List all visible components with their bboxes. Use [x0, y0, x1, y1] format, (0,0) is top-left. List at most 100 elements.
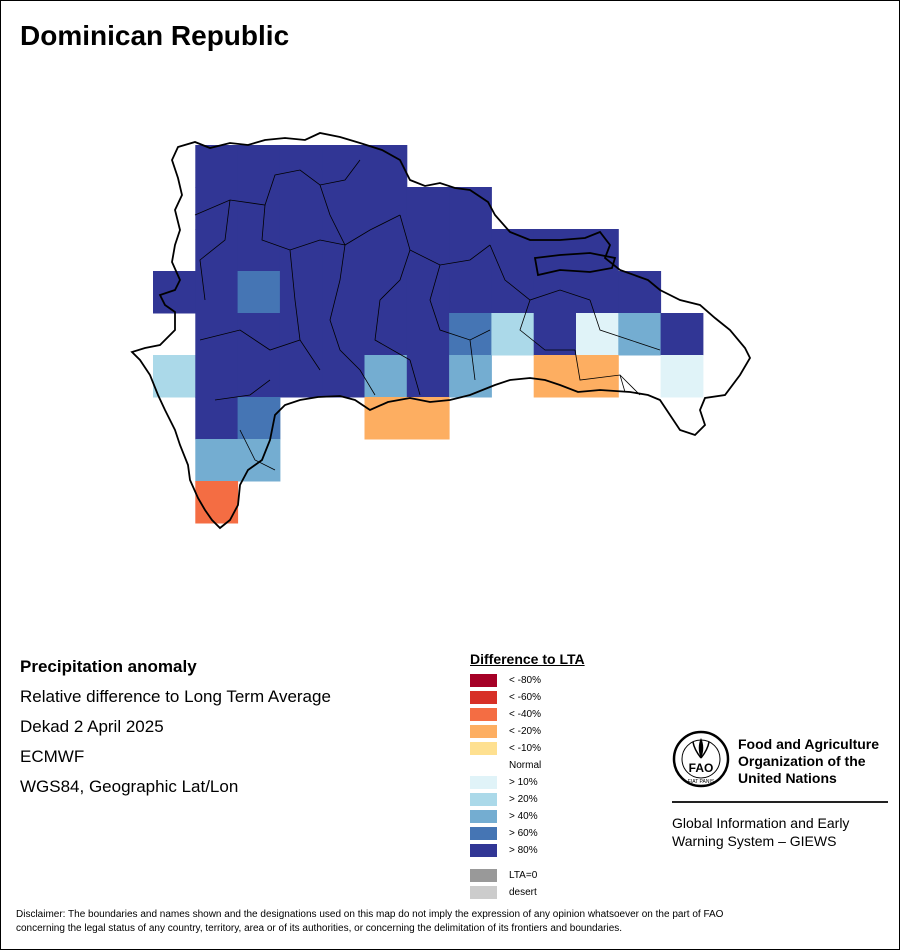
- info-line-1: Relative difference to Long Term Average: [20, 687, 331, 706]
- anomaly-cell: [195, 271, 239, 314]
- province-boundaries: [194, 159, 661, 471]
- anomaly-cell: [491, 271, 535, 314]
- legend-swatch: [470, 742, 497, 755]
- anomaly-cell: [322, 271, 365, 314]
- anomaly-cell: [406, 355, 450, 398]
- fao-name-line-2: Organization of the: [738, 753, 866, 769]
- anomaly-cell: [322, 229, 365, 272]
- anomaly-cell: [364, 313, 408, 356]
- legend-label: > 20%: [509, 794, 538, 805]
- anomaly-cell: [364, 355, 408, 398]
- anomaly-cell: [195, 229, 239, 272]
- anomaly-cell: [279, 187, 323, 230]
- anomaly-cell: [153, 271, 196, 314]
- legend-swatch: [470, 776, 497, 789]
- country-outline: [130, 132, 752, 530]
- fao-logo-motto: FIAT PANIS: [688, 779, 715, 785]
- legend-item: desert: [470, 884, 585, 901]
- anomaly-cell: [364, 397, 408, 440]
- legend-items: < -80% < -60% < -40% < -20% < -10% Normal > 10…: [470, 672, 585, 859]
- legend-swatch: [470, 810, 497, 823]
- anomaly-cell: [449, 187, 492, 230]
- legend-item: > 10%: [470, 774, 585, 791]
- anomaly-cell: [322, 355, 365, 398]
- anomaly-cell: [322, 145, 365, 188]
- legend: Difference to LTA < -80% < -60% < -40% < -2…: [470, 651, 585, 901]
- anomaly-cell: [279, 355, 323, 398]
- anomaly-cell: [237, 229, 281, 272]
- legend-swatch: [470, 869, 497, 882]
- anomaly-cell: [279, 229, 323, 272]
- legend-label: > 80%: [509, 845, 538, 856]
- legend-swatch: [470, 708, 497, 721]
- info-line-3: ECMWF: [20, 747, 85, 766]
- map-info: Precipitation anomaly Relative differenc…: [20, 656, 331, 806]
- anomaly-cell: [237, 397, 281, 440]
- disclaimer-line-1: Disclaimer: The boundaries and names sho…: [16, 909, 724, 920]
- legend-label: < -80%: [509, 675, 541, 686]
- anomaly-cell: [533, 313, 577, 356]
- fao-divider: [672, 801, 888, 803]
- legend-swatch: [470, 674, 497, 687]
- legend-label: > 40%: [509, 811, 538, 822]
- fao-logo-icon: FAO FIAT PANIS: [672, 730, 730, 788]
- legend-swatch: [470, 691, 497, 704]
- legend-item: < -20%: [470, 723, 585, 740]
- fao-name-line-3: United Nations: [738, 770, 837, 786]
- legend-swatch: [470, 827, 497, 840]
- anomaly-cell: [195, 439, 239, 482]
- fao-logo-text: FAO: [689, 761, 714, 775]
- anomaly-cell: [406, 313, 450, 356]
- anomaly-cell: [491, 313, 535, 356]
- legend-item: > 80%: [470, 842, 585, 859]
- anomaly-grid: [153, 145, 704, 524]
- legend-label: < -10%: [509, 743, 541, 754]
- legend-item: < -10%: [470, 740, 585, 757]
- anomaly-cell: [364, 271, 408, 314]
- giews-line-2: Warning System – GIEWS: [672, 833, 837, 849]
- legend-title: Difference to LTA: [470, 651, 585, 667]
- anomaly-cell: [618, 271, 662, 314]
- anomaly-cell: [618, 313, 662, 356]
- disclaimer-line-2: concerning the legal status of any count…: [16, 923, 623, 934]
- anomaly-map: [130, 132, 752, 530]
- legend-item: < -40%: [470, 706, 585, 723]
- anomaly-cell: [364, 187, 408, 230]
- legend-swatch: [470, 759, 497, 772]
- anomaly-cell: [576, 271, 619, 314]
- anomaly-cell: [406, 229, 450, 272]
- anomaly-cell: [195, 187, 239, 230]
- anomaly-cell: [533, 271, 577, 314]
- info-line-4: WGS84, Geographic Lat/Lon: [20, 777, 239, 796]
- anomaly-cell: [406, 187, 450, 230]
- giews-name: Global Information and Early Warning Sys…: [672, 814, 888, 850]
- legend-item: < -60%: [470, 689, 585, 706]
- anomaly-cell: [195, 355, 239, 398]
- legend-swatch: [470, 793, 497, 806]
- anomaly-cell: [195, 313, 239, 356]
- anomaly-cell: [660, 355, 704, 398]
- anomaly-cell: [322, 313, 365, 356]
- legend-label: LTA=0: [509, 870, 538, 881]
- fao-name-line-1: Food and Agriculture: [738, 736, 880, 752]
- anomaly-cell: [237, 271, 281, 314]
- anomaly-cell: [406, 271, 450, 314]
- anomaly-cell: [279, 271, 323, 314]
- anomaly-cell: [533, 229, 577, 272]
- map-title: Dominican Republic: [20, 20, 290, 51]
- anomaly-cell: [153, 355, 196, 398]
- legend-swatch: [470, 886, 497, 899]
- anomaly-cell: [533, 355, 577, 398]
- anomaly-cell: [364, 229, 408, 272]
- info-line-2: Dekad 2 April 2025: [20, 717, 164, 736]
- fao-org-name: Food and Agriculture Organization of the…: [738, 736, 898, 787]
- legend-label: Normal: [509, 760, 542, 771]
- legend-label: > 10%: [509, 777, 538, 788]
- anomaly-cell: [449, 313, 492, 356]
- anomaly-cell: [279, 313, 323, 356]
- legend-swatch: [470, 844, 497, 857]
- legend-label: < -40%: [509, 709, 541, 720]
- anomaly-cell: [660, 313, 704, 356]
- legend-extra-items: LTA=0 desert: [470, 867, 585, 901]
- legend-label: < -60%: [509, 692, 541, 703]
